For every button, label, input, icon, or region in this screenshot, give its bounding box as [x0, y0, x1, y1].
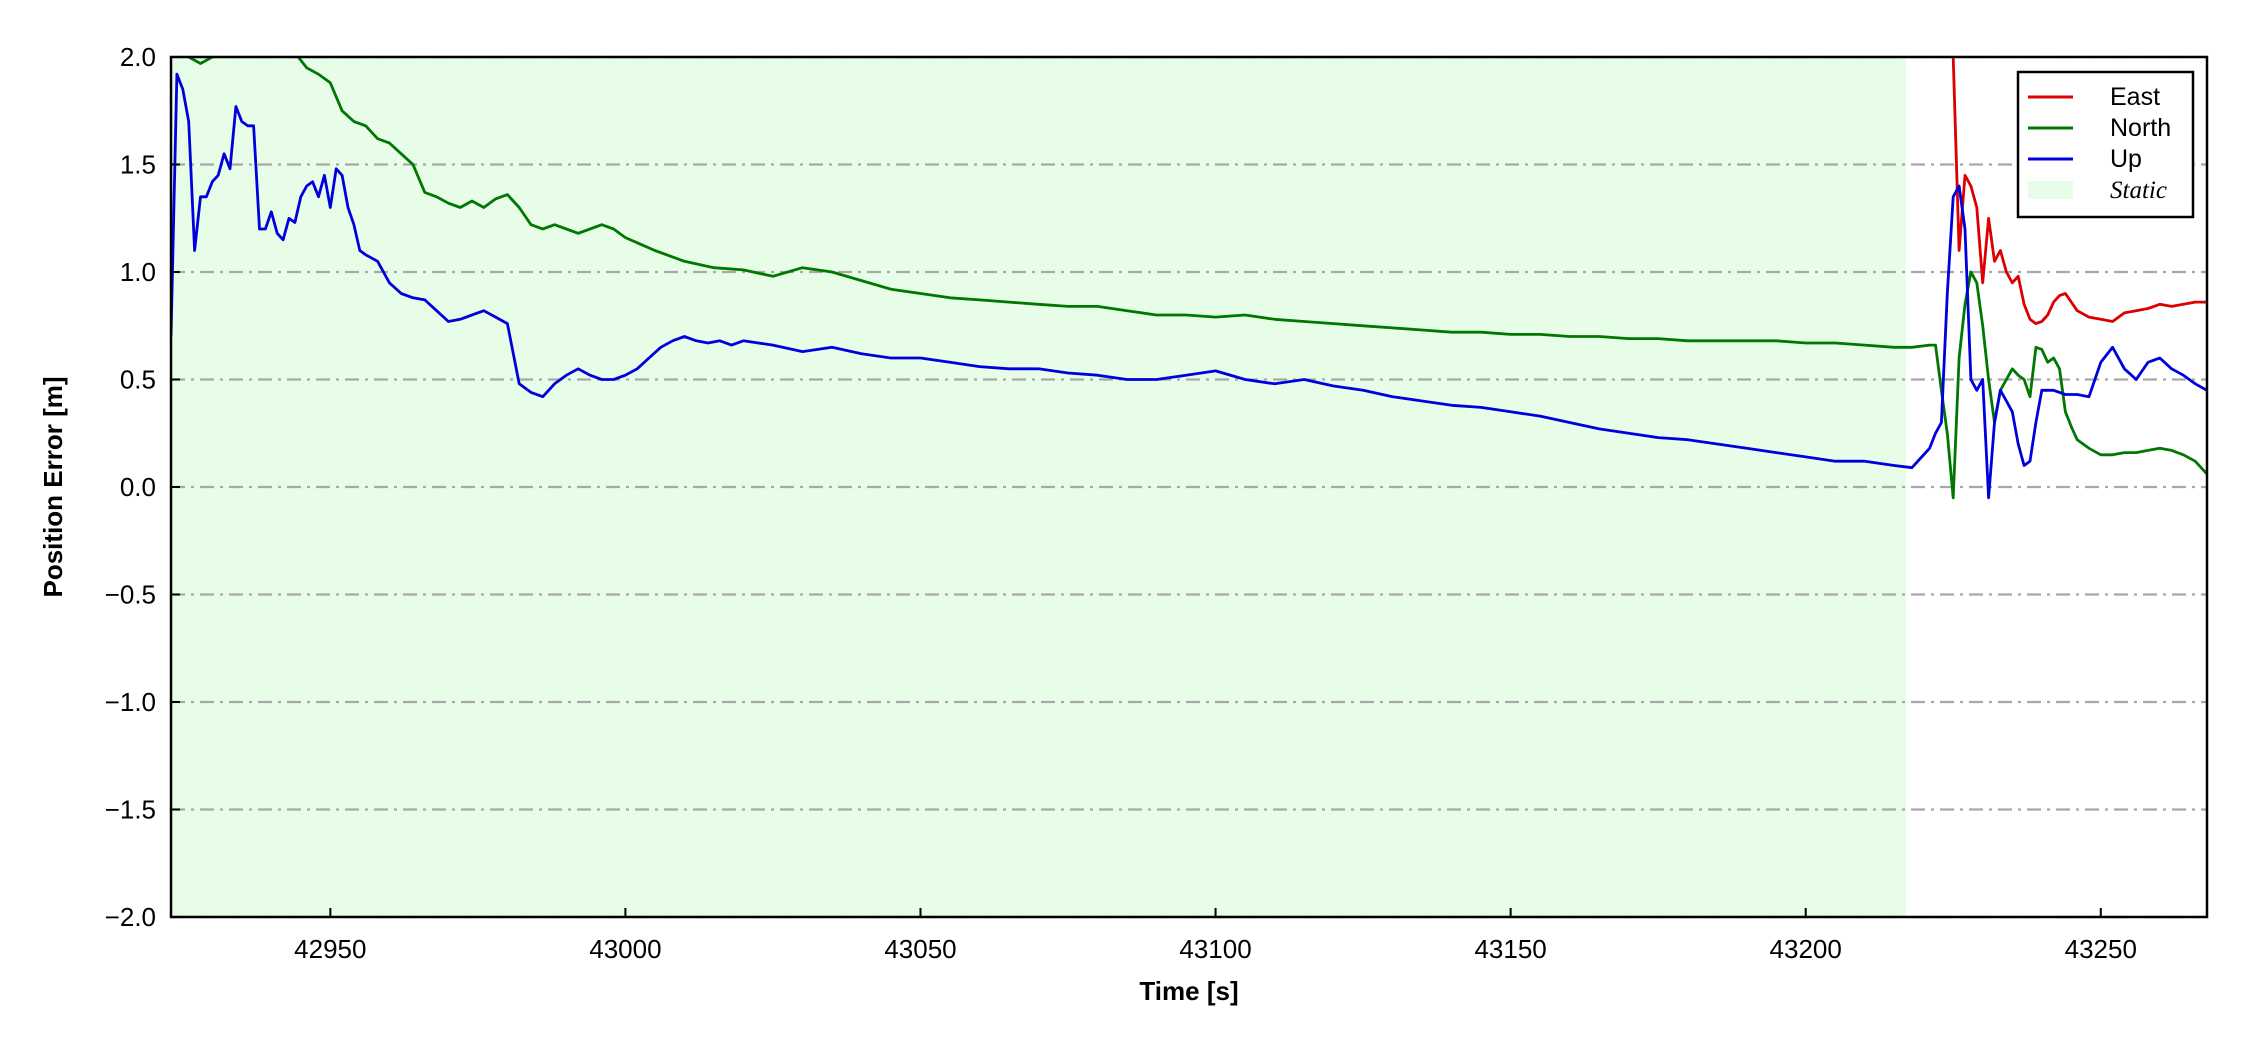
y-tick-label: −2.0: [105, 902, 156, 932]
y-tick-label: 0.0: [120, 472, 156, 502]
legend-label-north: North: [2110, 114, 2171, 142]
y-tick-label: −1.0: [105, 687, 156, 717]
series-line-north: [188, 57, 2207, 500]
x-tick-label: 43100: [1179, 934, 1251, 964]
static-region-layer: [171, 57, 1907, 917]
y-tick-label: −0.5: [105, 580, 156, 610]
legend-label-up: Up: [2110, 145, 2142, 173]
y-tick-label: 1.5: [120, 150, 156, 180]
y-axis-title: Position Error [m]: [38, 376, 68, 597]
x-tick-label: 43250: [2065, 934, 2137, 964]
y-tick-label: 0.5: [120, 365, 156, 395]
y-tick-label: 1.0: [120, 257, 156, 287]
legend-label-east: East: [2110, 83, 2160, 111]
y-tick-label: 2.0: [120, 42, 156, 72]
series-line-east: [1951, 57, 2207, 326]
x-axis-title: Time [s]: [1139, 976, 1238, 1006]
x-tick-label: 42950: [294, 934, 366, 964]
x-tick-label: 43200: [1770, 934, 1842, 964]
series-layer: [171, 57, 2207, 500]
series-line-up: [171, 72, 2207, 500]
x-tick-label: 43000: [589, 934, 661, 964]
legend-label-static: Static: [2110, 177, 2167, 204]
x-tick-label: 43150: [1474, 934, 1546, 964]
axes-layer: 42950 43000 43050 43100 43150 43200 43250 2.0 1.…: [105, 42, 2209, 964]
legend-swatch-static: [2028, 181, 2073, 199]
legend: East North Up Static: [2016, 70, 2195, 219]
x-tick-label: 43050: [884, 934, 956, 964]
y-tick-label: −1.5: [105, 795, 156, 825]
static-region: [171, 57, 1907, 917]
